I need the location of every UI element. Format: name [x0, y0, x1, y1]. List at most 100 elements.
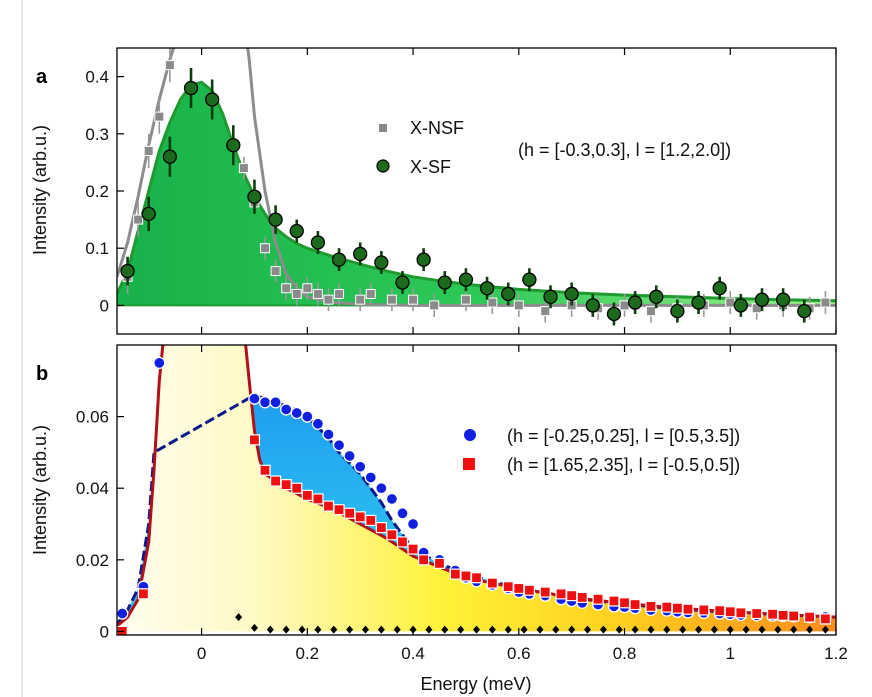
legend-nsf-label: X-NSF [410, 118, 464, 138]
red-point [751, 607, 763, 620]
red-point [788, 610, 800, 622]
panel-b-ytick-label: 0 [100, 622, 109, 641]
diamond-point [361, 625, 369, 634]
nsf-point [133, 214, 144, 225]
blue-point [301, 410, 314, 423]
red-point [645, 600, 657, 612]
red-point [576, 591, 588, 604]
nsf-point [334, 288, 345, 299]
red-point [449, 568, 461, 580]
blue-point [290, 406, 303, 420]
diamond-point [631, 625, 639, 634]
panel-b-xtick-label: 0.2 [296, 644, 320, 663]
nsf-point [460, 294, 471, 305]
red-point [344, 507, 356, 519]
red-point [291, 482, 303, 494]
diamond-point [377, 625, 385, 634]
panel-a-ytick-label: 0.2 [85, 182, 109, 201]
panel-b-legend: (h = [-0.25,0.25], l = [0.5,3.5]) (h = [… [463, 426, 740, 475]
diamond-point [742, 625, 750, 634]
red-point [539, 586, 551, 598]
nsf-point [143, 145, 154, 156]
red-point [280, 479, 292, 491]
sf-fit-area [117, 82, 836, 306]
red-point [433, 557, 446, 569]
panel-b-xtick-label: 1 [726, 644, 735, 663]
diamond-point [710, 625, 718, 634]
blue-point [280, 403, 293, 416]
red-point [470, 572, 483, 584]
diamond-point [568, 625, 576, 634]
sf-point [416, 252, 431, 267]
red-point [661, 601, 673, 613]
panel-a-ylabel: Intensity (arb.u.) [30, 125, 50, 255]
diamond-point [821, 625, 829, 634]
blue-point [385, 492, 399, 506]
blue-point [396, 507, 409, 520]
red-point [766, 608, 779, 620]
panel-b-ylabel: Intensity (arb.u.) [30, 425, 50, 555]
nsf-point [725, 297, 736, 308]
red-point [396, 536, 409, 548]
sf-fit-line [117, 80, 836, 303]
diamond-point [504, 625, 512, 634]
diamond-point [314, 625, 322, 634]
nsf-point [281, 283, 292, 294]
legend-sf-marker [376, 159, 390, 173]
panel-b-xlabel: Energy (meV) [420, 674, 531, 694]
diamond-point [584, 625, 592, 634]
panel-b: 0 0.02 0.04 0.06 0 0.2 0.4 0.6 0.8 1 1.2 b Intensi… [30, 344, 848, 694]
legend-blue-label: (h = [-0.25,0.25], l = [0.5,3.5]) [507, 426, 740, 446]
red-point [259, 464, 271, 476]
nsf-point [323, 294, 334, 305]
sf-point [268, 212, 283, 227]
diamond-point [552, 625, 560, 634]
diamond-point [346, 625, 354, 634]
panel-b-plot [117, 345, 836, 635]
blue-point [322, 428, 335, 441]
red-point [671, 602, 683, 614]
sf-point [183, 80, 199, 96]
sf-point [754, 292, 770, 307]
nsf-point [429, 300, 440, 311]
red-point [386, 529, 398, 541]
diamond-point [250, 623, 258, 632]
sf-point [606, 306, 622, 322]
legend-nsf-marker [379, 124, 387, 132]
diamond-point [615, 625, 623, 634]
sf-point [775, 292, 791, 307]
sf-point [458, 272, 474, 287]
blue-point [117, 607, 129, 620]
sf-point [226, 138, 241, 153]
panel-b-ytick-label: 0.06 [76, 408, 109, 427]
nsf-point [291, 288, 302, 299]
red-point [803, 611, 816, 623]
panel-b-xtick-label: 0.6 [507, 644, 531, 663]
red-point [137, 588, 150, 600]
red-point [365, 514, 377, 527]
sf-point [395, 275, 410, 290]
panel-b-frame [116, 344, 837, 636]
sf-point [670, 303, 685, 319]
blue-point [153, 356, 166, 370]
sf-point [691, 295, 706, 310]
legend-red-marker [463, 458, 475, 470]
nsf-point [302, 283, 313, 294]
legend-blue-marker [464, 429, 476, 441]
red-point [618, 597, 631, 609]
blue-point [269, 396, 282, 409]
nsf-point [270, 266, 281, 277]
nsf-point [645, 306, 656, 317]
panel-b-ytick-label: 0.04 [76, 479, 109, 498]
nsf-point [164, 60, 175, 71]
red-point [698, 604, 710, 616]
red-point [513, 582, 525, 595]
diamond-point [473, 625, 480, 634]
sf-point [627, 295, 643, 310]
diamond-point [330, 625, 338, 634]
sf-point [564, 286, 579, 302]
red-point [608, 595, 620, 607]
sf-point [162, 149, 178, 164]
diamond-point [679, 625, 687, 634]
